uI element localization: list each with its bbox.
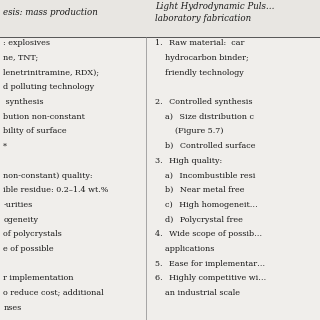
Text: bution non-constant: bution non-constant [3,113,85,121]
Text: an industrial scale: an industrial scale [155,289,240,297]
Text: nses: nses [3,304,21,312]
Text: of polycrystals: of polycrystals [3,230,62,238]
Text: synthesis: synthesis [3,98,44,106]
Bar [0,0,320,37]
Text: -urities: -urities [3,201,32,209]
Text: 3.  High quality:: 3. High quality: [155,157,222,165]
Text: ible residue: 0.2–1.4 wt.%: ible residue: 0.2–1.4 wt.% [3,186,109,194]
Text: r implementation: r implementation [3,274,74,282]
Text: Light Hydrodynamic Puls…: Light Hydrodynamic Puls… [155,2,275,11]
Text: ne, TNT;: ne, TNT; [3,54,38,62]
Text: b)  Controlled surface: b) Controlled surface [155,142,256,150]
Text: (Figure 5.7): (Figure 5.7) [155,127,224,135]
Text: esis: mass production: esis: mass production [3,8,98,17]
Text: e of possible: e of possible [3,245,54,253]
Text: friendly technology: friendly technology [155,69,244,77]
Text: 2.  Controlled synthesis: 2. Controlled synthesis [155,98,253,106]
Text: a)  Size distribution c: a) Size distribution c [155,113,254,121]
Text: : explosives: : explosives [3,39,50,47]
Text: b)  Near metal free: b) Near metal free [155,186,245,194]
Text: laboratory fabrication: laboratory fabrication [155,14,251,23]
Text: hydrocarbon binder;: hydrocarbon binder; [155,54,249,62]
Text: d)  Polycrystal free: d) Polycrystal free [155,216,243,224]
Text: a)  Incombustible resi: a) Incombustible resi [155,172,256,180]
Text: d polluting technology: d polluting technology [3,84,94,92]
Text: ogeneity: ogeneity [3,216,38,224]
Text: o reduce cost; additional: o reduce cost; additional [3,289,104,297]
Text: 6.  Highly competitive wi…: 6. Highly competitive wi… [155,274,267,282]
Text: 5.  Ease for implementar…: 5. Ease for implementar… [155,260,265,268]
Text: 1.  Raw material:  car: 1. Raw material: car [155,39,244,47]
Text: *: * [3,142,7,150]
Text: c)  High homogeneit…: c) High homogeneit… [155,201,258,209]
Text: non-constant) quality:: non-constant) quality: [3,172,93,180]
Text: bility of surface: bility of surface [3,127,67,135]
Text: 4.  Wide scope of possib…: 4. Wide scope of possib… [155,230,262,238]
Text: applications: applications [155,245,215,253]
Text: lenetrinitramine, RDX);: lenetrinitramine, RDX); [3,69,99,77]
